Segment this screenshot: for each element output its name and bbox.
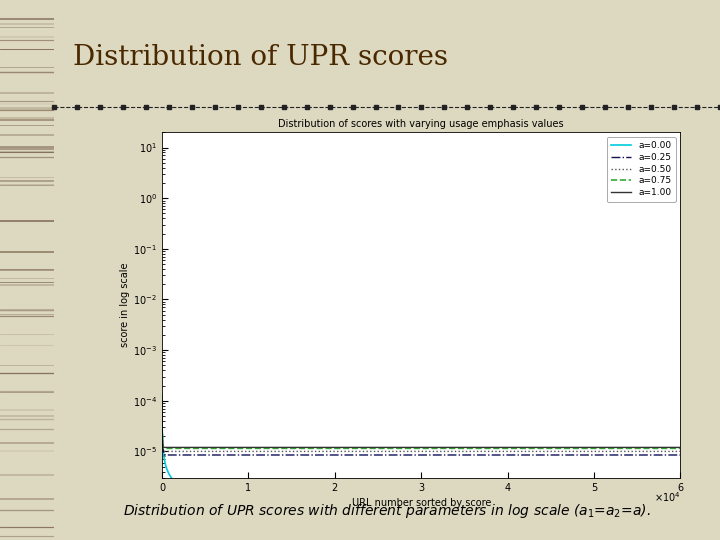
Y-axis label: score in log scale: score in log scale xyxy=(120,263,130,347)
a=1.00 xyxy=(597,444,606,451)
X-axis label: URL number sorted by score: URL number sorted by score xyxy=(351,498,491,508)
Title: Distribution of scores with varying usage emphasis values: Distribution of scores with varying usag… xyxy=(279,119,564,129)
a=0.50 xyxy=(676,448,685,455)
Text: $\times 10^4$: $\times 10^4$ xyxy=(654,490,680,504)
a=0.50 xyxy=(544,448,553,455)
a=0.00 xyxy=(394,484,402,490)
a=1.00 xyxy=(158,444,167,451)
a=1.00 xyxy=(394,444,402,451)
a=0.75 xyxy=(394,445,402,451)
a=0.25 xyxy=(510,452,518,458)
a=0.00 xyxy=(676,484,685,490)
a=0.25 xyxy=(158,396,166,403)
a=1.00 xyxy=(158,409,166,415)
a=0.75 xyxy=(676,445,685,451)
a=0.25 xyxy=(394,452,402,458)
a=0.75 xyxy=(544,445,553,451)
Text: Distribution of UPR scores with different parameters in log scale ($a_1$=$a_2$=$: Distribution of UPR scores with differen… xyxy=(123,502,651,520)
a=0.00 xyxy=(597,484,606,490)
a=0.75 xyxy=(597,445,606,451)
a=0.50 xyxy=(159,448,168,455)
a=1.00 xyxy=(676,444,685,451)
a=0.50 xyxy=(394,448,402,455)
Text: Distribution of UPR scores: Distribution of UPR scores xyxy=(73,44,449,71)
a=0.50 xyxy=(158,401,166,407)
a=0.25 xyxy=(597,452,606,458)
a=0.00 xyxy=(544,484,553,490)
a=0.75 xyxy=(602,445,611,451)
a=1.00 xyxy=(602,444,611,451)
a=0.50 xyxy=(524,448,533,455)
Line: a=0.00: a=0.00 xyxy=(162,395,680,487)
Line: a=0.75: a=0.75 xyxy=(162,407,680,448)
a=0.25 xyxy=(602,452,611,458)
a=0.50 xyxy=(510,448,518,455)
a=0.25 xyxy=(160,452,168,458)
a=0.00 xyxy=(158,392,166,398)
a=0.00 xyxy=(602,484,611,490)
a=0.25 xyxy=(544,452,553,458)
a=0.75 xyxy=(524,445,533,451)
a=0.75 xyxy=(510,445,518,451)
a=0.25 xyxy=(676,452,685,458)
a=1.00 xyxy=(510,444,518,451)
Line: a=0.50: a=0.50 xyxy=(162,404,680,451)
a=0.50 xyxy=(602,448,611,455)
a=0.00 xyxy=(524,484,533,490)
Line: a=1.00: a=1.00 xyxy=(162,412,680,448)
a=0.25 xyxy=(524,452,533,458)
a=0.75 xyxy=(159,445,168,451)
a=1.00 xyxy=(544,444,553,451)
Line: a=0.25: a=0.25 xyxy=(162,400,680,455)
a=0.75 xyxy=(158,404,166,410)
a=0.00 xyxy=(510,484,518,490)
Legend: a=0.00, a=0.25, a=0.50, a=0.75, a=1.00: a=0.00, a=0.25, a=0.50, a=0.75, a=1.00 xyxy=(607,137,676,201)
a=1.00 xyxy=(524,444,533,451)
a=0.50 xyxy=(597,448,606,455)
a=0.00 xyxy=(176,484,185,490)
